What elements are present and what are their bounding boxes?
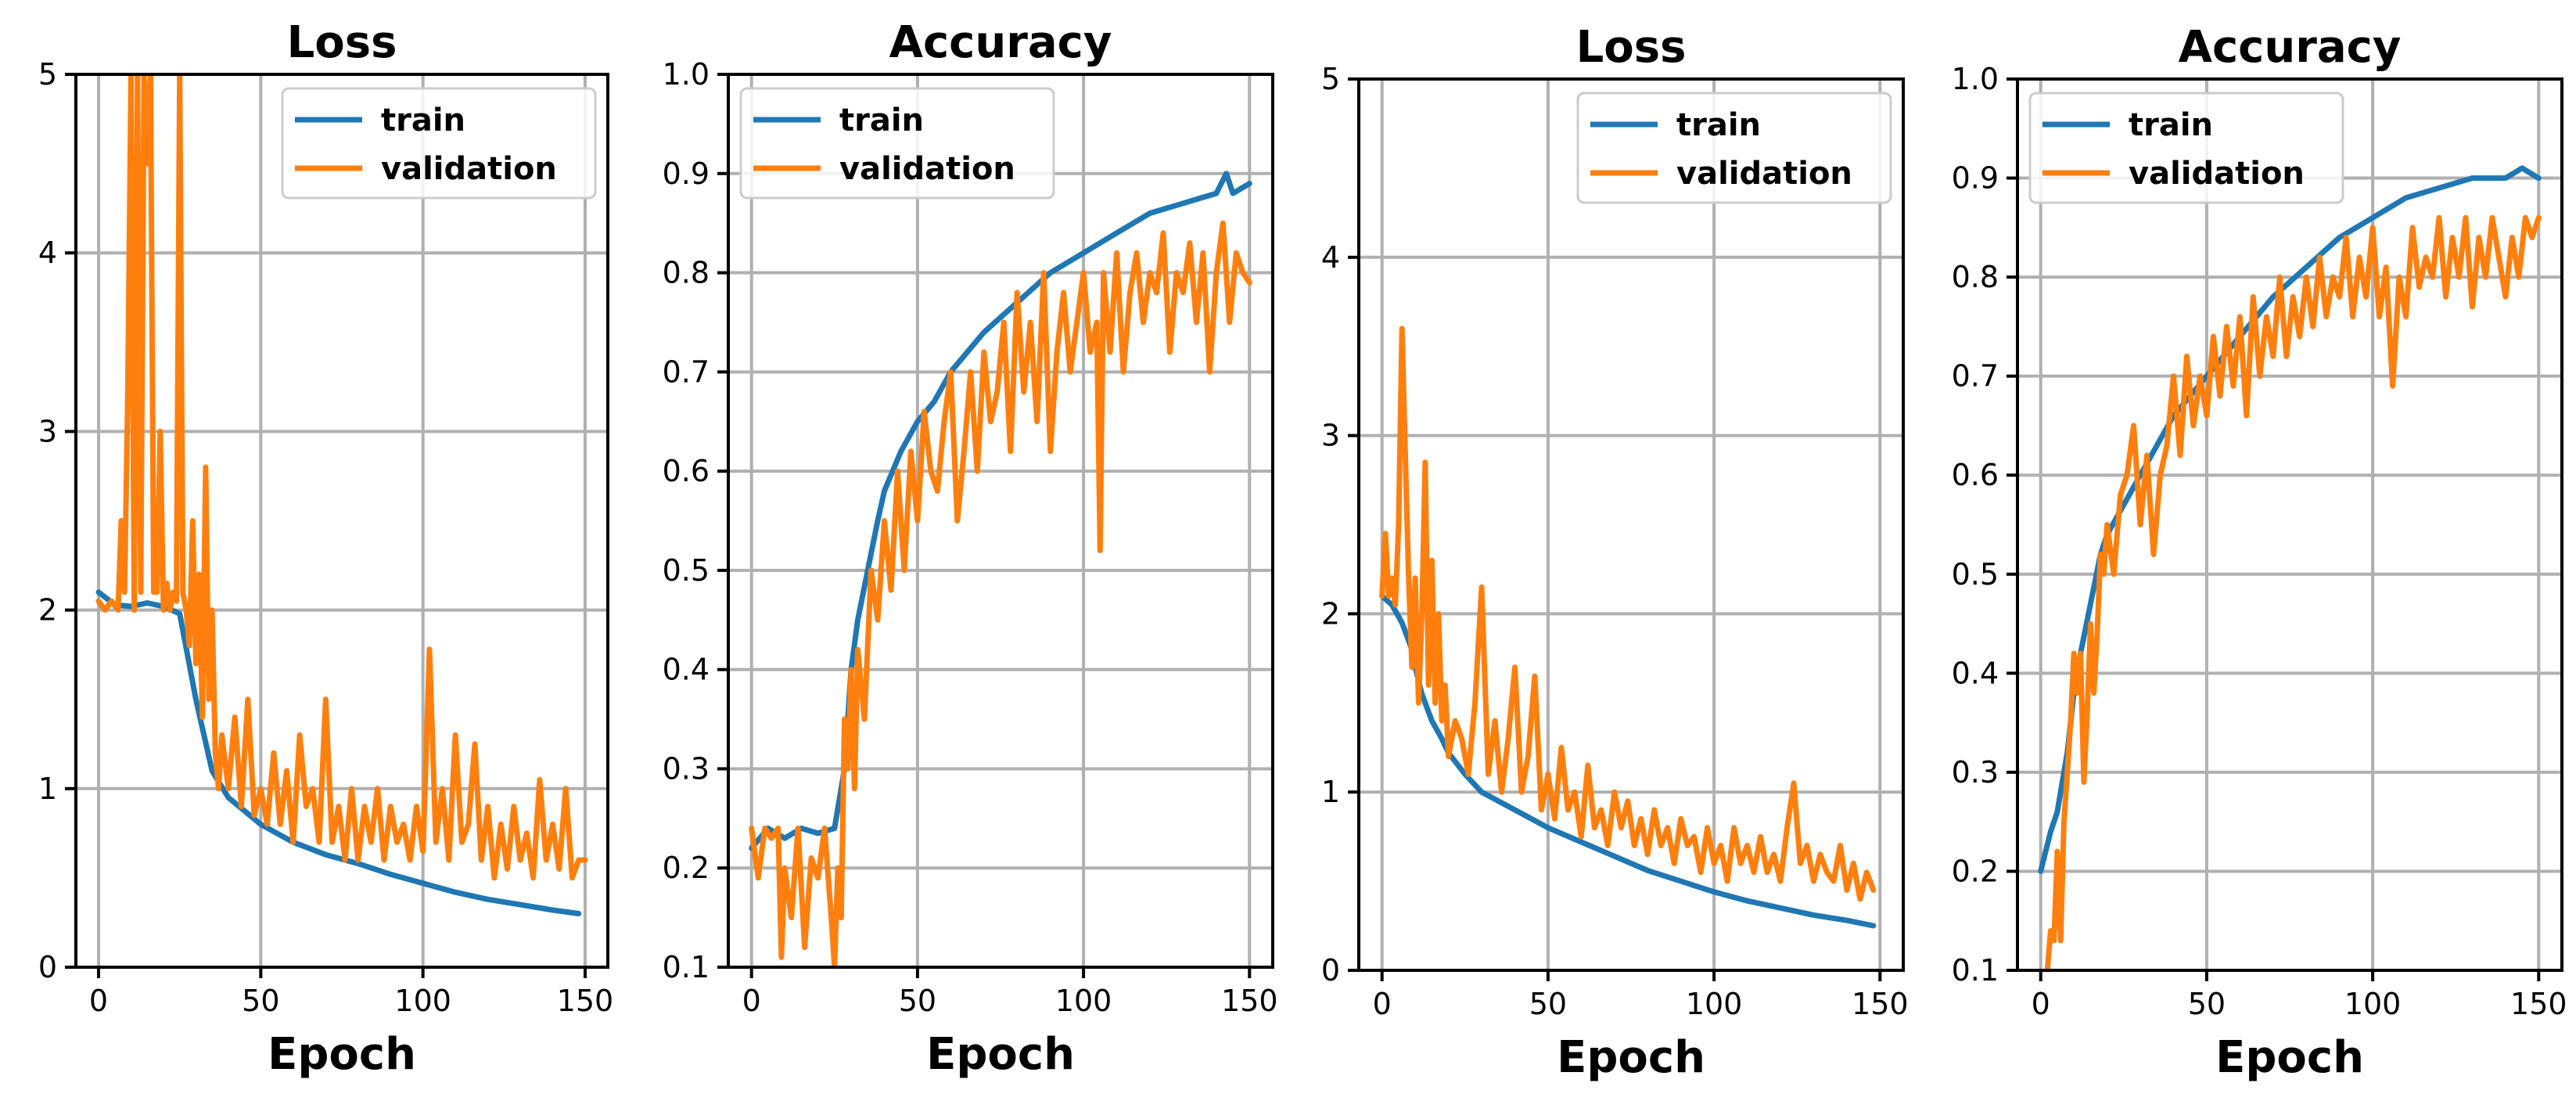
axes-frame (74, 73, 609, 969)
x-tick-label: 150 (1852, 987, 1909, 1021)
y-tick-label: 4 (38, 236, 57, 270)
series-line-validation (95, 74, 588, 881)
x-tick-label: 150 (557, 984, 614, 1018)
series-group (2038, 165, 2542, 970)
x-tick-label: 0 (742, 984, 761, 1018)
axes-frame (2016, 77, 2563, 972)
y-tick-label: 0.2 (663, 851, 710, 885)
chart-title: Accuracy (2179, 22, 2402, 73)
legend-label-train: train (2129, 107, 2213, 143)
y-tick-label: 0.9 (1952, 161, 1999, 196)
y-tick-label: 0.1 (1952, 953, 1999, 988)
legend-label-train: train (1676, 107, 1761, 143)
y-tick-label: 2 (1321, 596, 1340, 631)
legend-label-validation: validation (1676, 156, 1852, 192)
y-tick-label: 3 (1321, 419, 1340, 453)
x-axis-label: Epoch (268, 1029, 416, 1080)
x-tick-label: 0 (89, 984, 108, 1018)
y-tick-label: 4 (1321, 240, 1340, 275)
y-tick-label: 5 (38, 57, 57, 92)
x-tick-label: 100 (1055, 984, 1112, 1018)
y-tick-label: 0 (1321, 953, 1340, 988)
chart-panel-4: 0 50 100 150 0.1 0.2 0.3 0.4 0.5 0.6 0.7 0.8 0.9 1.0 A… (1952, 22, 2567, 1083)
x-axis-label: Epoch (1557, 1032, 1705, 1083)
legend-label-train: train (839, 103, 924, 139)
chart-title: Loss (287, 17, 397, 68)
y-tick-label: 0.4 (1952, 656, 1999, 690)
y-tick-label: 0.8 (663, 256, 710, 290)
y-tick-label: 1.0 (663, 57, 710, 92)
series-line-train (2038, 165, 2542, 874)
y-tick-label: 0.9 (663, 157, 710, 191)
y-tick-label: 2 (38, 593, 57, 628)
legend-label-train: train (381, 103, 465, 139)
chart-panel-2: 0 50 100 150 0.1 0.2 0.3 0.4 0.5 0.6 0.7 0.8 0.9 1.0 A… (663, 17, 1278, 1080)
axes-frame (727, 73, 1274, 969)
y-tick-label: 1.0 (1952, 62, 1999, 96)
x-tick-label: 50 (1529, 987, 1567, 1021)
y-tick-label: 0.1 (663, 950, 710, 984)
series-line-validation (1379, 326, 1877, 902)
y-tick-label: 1 (38, 772, 57, 806)
y-tick-label: 0.6 (1952, 458, 1999, 492)
x-tick-label: 100 (1686, 987, 1743, 1021)
y-tick-label: 5 (1321, 62, 1340, 96)
y-tick-label: 1 (1321, 775, 1340, 809)
y-tick-label: 0.2 (1952, 854, 1999, 888)
legend: train validation (2028, 92, 2344, 204)
x-axis-label: Epoch (2215, 1032, 2364, 1083)
x-tick-label: 50 (2188, 987, 2226, 1021)
x-tick-label: 50 (899, 984, 936, 1018)
y-tick-label: 0.4 (663, 653, 710, 687)
legend: train validation (1576, 92, 1892, 204)
y-tick-label: 3 (38, 414, 57, 448)
legend-label-validation: validation (381, 151, 557, 187)
y-tick-label: 0.6 (663, 454, 710, 488)
chart-panel-3: 0 50 100 150 0 1 2 3 4 5 Loss Epoch train validation (1321, 22, 1909, 1083)
x-tick-label: 50 (242, 984, 279, 1018)
y-tick-label: 0.7 (663, 354, 710, 389)
chart-title: Accuracy (889, 17, 1112, 68)
chart-title: Loss (1576, 22, 1687, 73)
series-group (1379, 326, 1877, 929)
series-group (749, 171, 1252, 967)
series-line-train (95, 589, 582, 916)
legend: train validation (281, 87, 597, 200)
y-tick-label: 0.5 (663, 553, 710, 588)
y-tick-label: 0.7 (1952, 359, 1999, 394)
y-tick-label: 0.5 (1952, 557, 1999, 592)
y-tick-label: 0.3 (1952, 755, 1999, 790)
axes-frame (1357, 77, 1905, 972)
y-tick-label: 0.3 (663, 751, 710, 786)
x-axis-label: Epoch (926, 1029, 1075, 1080)
y-tick-label: 0.8 (1952, 260, 1999, 294)
x-tick-label: 0 (2032, 987, 2050, 1021)
y-tick-label: 0 (38, 950, 57, 984)
series-group (95, 74, 588, 916)
x-tick-label: 100 (2344, 987, 2402, 1021)
x-tick-label: 0 (1373, 987, 1392, 1021)
x-tick-label: 100 (394, 984, 451, 1018)
legend-label-validation: validation (2129, 156, 2305, 192)
legend-label-validation: validation (839, 151, 1015, 187)
chart-panel-1: 0 50 100 150 0 1 2 3 4 5 Loss Epoch train validation (38, 17, 613, 1080)
legend: train validation (739, 87, 1055, 200)
series-line-train (1379, 593, 1877, 929)
series-line-validation (2044, 214, 2542, 970)
x-tick-label: 150 (2510, 987, 2567, 1021)
series-line-validation (749, 220, 1252, 967)
x-tick-label: 150 (1221, 984, 1278, 1018)
